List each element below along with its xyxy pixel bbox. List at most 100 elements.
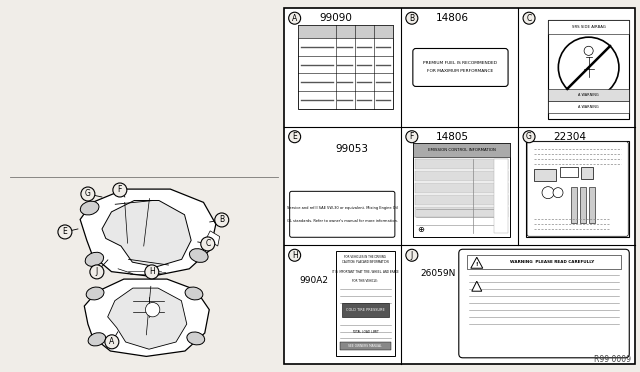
Bar — [467, 255, 621, 269]
Text: A: A — [109, 337, 115, 346]
Text: CAUTION: PLACARD INFORMATION: CAUTION: PLACARD INFORMATION — [342, 260, 388, 264]
Text: IT IS IMPORTANT THAT TIRE, WHEEL, AND BRAKE: IT IS IMPORTANT THAT TIRE, WHEEL, AND BR… — [332, 270, 399, 274]
Text: TOTAL LOAD LIMIT: TOTAL LOAD LIMIT — [352, 330, 379, 334]
Text: 14805: 14805 — [436, 132, 469, 142]
Polygon shape — [472, 281, 482, 291]
Ellipse shape — [187, 332, 205, 345]
Text: Service and refill SAE 5W-30 or equivalent. Mixing Engine Oil: Service and refill SAE 5W-30 or equivale… — [287, 206, 397, 210]
Text: R99 0009: R99 0009 — [595, 355, 631, 364]
Text: 990A2: 990A2 — [300, 276, 329, 285]
Bar — [548, 89, 629, 101]
Text: F: F — [410, 132, 414, 141]
Text: !: ! — [476, 262, 478, 267]
Circle shape — [542, 187, 554, 199]
Circle shape — [553, 187, 563, 198]
Bar — [413, 143, 510, 157]
Text: C: C — [205, 240, 211, 248]
Bar — [560, 167, 578, 177]
Bar — [415, 159, 508, 169]
Bar — [342, 303, 389, 317]
Text: 22304: 22304 — [553, 132, 586, 142]
Bar — [548, 20, 629, 119]
Text: 98591N: 98591N — [550, 32, 583, 41]
Text: FOR VEHICLES IN THE DRIVING: FOR VEHICLES IN THE DRIVING — [344, 255, 386, 259]
Text: J: J — [411, 251, 413, 260]
Text: SEE OWNERS MANUAL: SEE OWNERS MANUAL — [348, 344, 382, 348]
Bar — [298, 25, 393, 38]
Circle shape — [201, 237, 215, 251]
Ellipse shape — [185, 287, 203, 300]
Circle shape — [289, 131, 301, 143]
Circle shape — [406, 12, 418, 24]
Circle shape — [105, 335, 119, 349]
Text: A WARNING: A WARNING — [579, 105, 599, 109]
Bar — [415, 195, 508, 205]
Bar — [548, 20, 629, 34]
FancyBboxPatch shape — [459, 249, 629, 358]
Text: PREMIUM FUEL IS RECOMMENDED: PREMIUM FUEL IS RECOMMENDED — [424, 61, 497, 65]
Ellipse shape — [85, 252, 104, 266]
Ellipse shape — [189, 248, 208, 262]
Circle shape — [289, 249, 301, 261]
Circle shape — [406, 131, 418, 143]
Text: C: C — [527, 14, 532, 23]
Text: 99053: 99053 — [336, 144, 369, 154]
Text: H: H — [149, 267, 155, 276]
Bar — [571, 187, 577, 223]
Polygon shape — [80, 189, 216, 276]
Polygon shape — [108, 288, 187, 349]
Polygon shape — [206, 231, 220, 246]
FancyBboxPatch shape — [527, 142, 628, 236]
Text: GL standards. Refer to owner's manual for more information.: GL standards. Refer to owner's manual fo… — [287, 219, 397, 222]
Text: FOR THIS VEHICLE:: FOR THIS VEHICLE: — [352, 279, 378, 283]
Bar — [340, 342, 391, 350]
Text: B: B — [410, 14, 415, 23]
Polygon shape — [84, 279, 209, 356]
Text: F: F — [118, 186, 122, 195]
Polygon shape — [102, 201, 191, 267]
Bar — [284, 8, 636, 364]
Circle shape — [81, 187, 95, 201]
FancyBboxPatch shape — [290, 191, 395, 237]
Bar — [494, 159, 508, 233]
Text: WARNING  PLEASE READ CAREFULLY: WARNING PLEASE READ CAREFULLY — [510, 260, 594, 264]
Text: ⊕: ⊕ — [417, 225, 424, 234]
Text: COLD TIRE PRESSURE: COLD TIRE PRESSURE — [346, 308, 385, 312]
Text: A WARNING: A WARNING — [579, 93, 599, 97]
Bar — [413, 143, 510, 237]
Bar — [298, 25, 393, 109]
Bar — [534, 169, 556, 181]
Text: EMISSION CONTROL INFORMATION: EMISSION CONTROL INFORMATION — [428, 148, 495, 152]
Text: G: G — [526, 132, 532, 141]
Bar — [526, 141, 629, 237]
Circle shape — [215, 213, 228, 227]
Text: E: E — [292, 132, 297, 141]
Circle shape — [558, 37, 619, 98]
Text: E: E — [63, 227, 67, 237]
Text: SRS SIDE AIRBAG: SRS SIDE AIRBAG — [572, 25, 605, 29]
Ellipse shape — [88, 333, 106, 346]
Ellipse shape — [86, 287, 104, 300]
Polygon shape — [471, 257, 483, 268]
Text: A: A — [292, 14, 297, 23]
Bar — [589, 187, 595, 223]
Bar — [581, 167, 593, 179]
Circle shape — [523, 131, 535, 143]
Circle shape — [113, 183, 127, 197]
Circle shape — [145, 265, 159, 279]
Text: B: B — [219, 215, 224, 224]
FancyBboxPatch shape — [413, 48, 508, 86]
Text: G: G — [85, 189, 91, 199]
Text: 14806: 14806 — [436, 13, 469, 23]
Text: J: J — [96, 267, 98, 276]
Text: 26059N: 26059N — [421, 269, 456, 278]
Circle shape — [523, 12, 535, 24]
Bar — [415, 206, 508, 217]
Bar — [415, 183, 508, 193]
Bar — [335, 251, 395, 356]
Text: H: H — [292, 251, 298, 260]
Bar — [580, 187, 586, 223]
Bar — [415, 171, 508, 181]
Text: 99090: 99090 — [319, 13, 352, 23]
Text: FOR MAXIMUM PERFORMANCE: FOR MAXIMUM PERFORMANCE — [428, 70, 493, 73]
